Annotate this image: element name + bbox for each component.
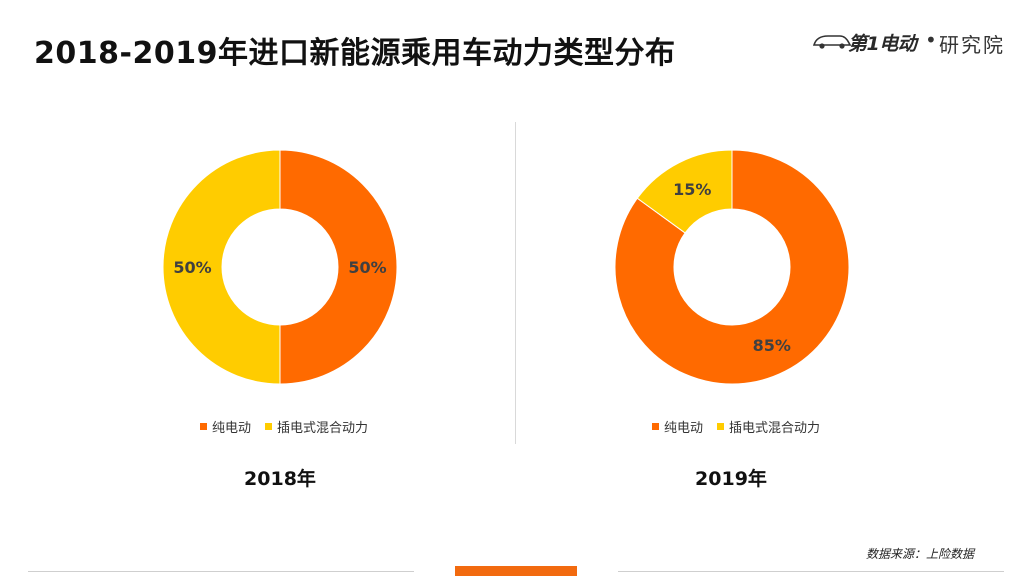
page-title: 2018-2019年进口新能源乘用车动力类型分布 [34, 36, 676, 71]
chart-title-2019: 2019年 [695, 468, 767, 490]
legend-label: 纯电动 [664, 421, 704, 436]
donut-slice-2018年-1 [162, 149, 281, 385]
footer-line-left [28, 571, 414, 572]
chart-title-2018: 2018年 [244, 468, 316, 490]
legend-item-plug-in-hybrid: 插电式混合动力 [265, 417, 368, 436]
legend-item-pure-electric: 纯电动 [200, 417, 251, 436]
data-source-note: 数据来源：上险数据 [865, 547, 974, 561]
donut-data-label-2019年-0: 85% [753, 336, 791, 355]
chart-divider [515, 122, 516, 444]
legend-swatch-plug-in-hybrid [717, 423, 725, 430]
brand-logo: 第1电动 • 研究院 [812, 24, 1018, 60]
legend-2018: 纯电动 插电式混合动力 [200, 417, 368, 436]
donut-data-label-2018年-1: 50% [173, 258, 211, 277]
donut-slice-2019年-1 [636, 149, 733, 234]
logo-separator: • [925, 28, 937, 52]
legend-2019: 纯电动 插电式混合动力 [652, 417, 820, 436]
donut-data-label-2019年-1: 15% [673, 180, 711, 199]
legend-swatch-pure-electric [652, 423, 659, 430]
logo-brand-text: 第1电动 [848, 33, 917, 55]
legend-item-plug-in-hybrid: 插电式混合动力 [717, 417, 820, 436]
legend-label: 插电式混合动力 [277, 421, 369, 436]
logo-suffix-text: 研究院 [939, 33, 1005, 57]
donut-data-label-2018年-0: 50% [348, 258, 386, 277]
legend-label: 插电式混合动力 [729, 421, 821, 436]
donut-slice-2019年-0 [614, 149, 850, 385]
footer-accent-bar [455, 566, 577, 576]
legend-label: 纯电动 [212, 421, 252, 436]
legend-item-pure-electric: 纯电动 [652, 417, 703, 436]
legend-swatch-plug-in-hybrid [265, 423, 273, 430]
legend-swatch-pure-electric [200, 423, 207, 430]
car-logo-icon [812, 35, 852, 49]
footer-line-right [618, 571, 1004, 572]
donut-slice-2018年-0 [279, 149, 398, 385]
